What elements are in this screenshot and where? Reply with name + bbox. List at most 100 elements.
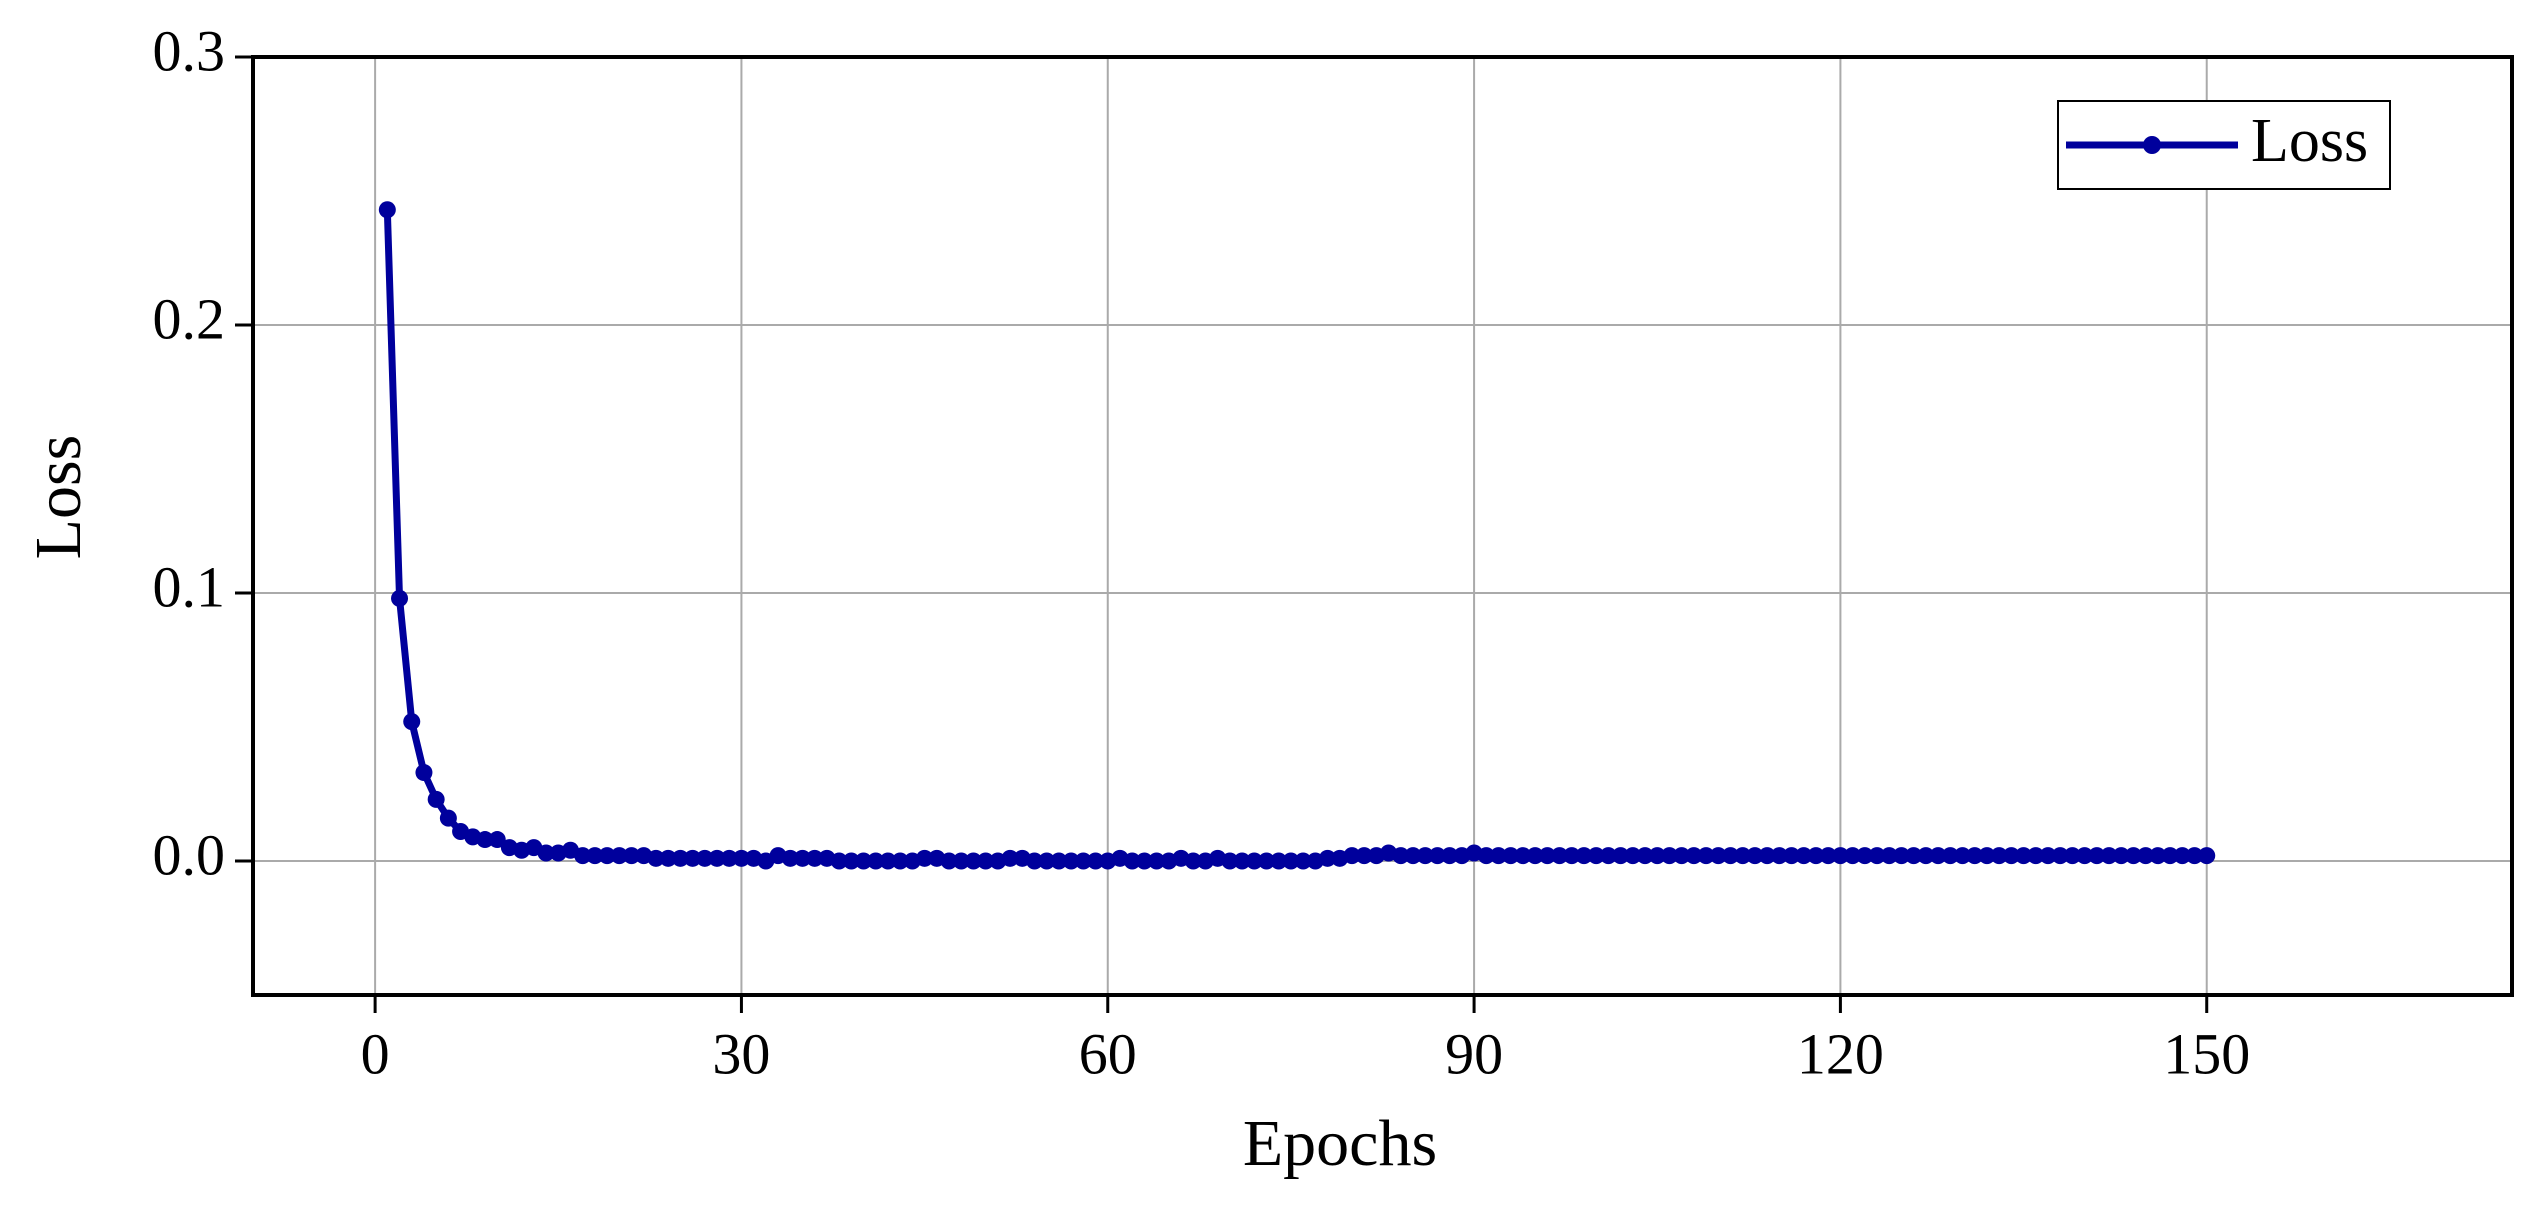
data-point (2198, 847, 2216, 865)
data-point (2173, 847, 2191, 865)
data-point (1954, 847, 1972, 865)
data-point (1648, 847, 1666, 865)
data-point (708, 849, 726, 867)
data-point (940, 852, 958, 870)
data-point (2088, 847, 2106, 865)
data-point (2161, 847, 2179, 865)
x-tick-label: 30 (712, 1021, 770, 1086)
data-point (574, 847, 592, 865)
data-point (403, 713, 421, 731)
legend-label: Loss (2251, 107, 2368, 175)
data-point (378, 201, 396, 219)
data-point (1001, 849, 1019, 867)
data-point (842, 852, 860, 870)
data-point (623, 847, 641, 865)
data-point (1441, 847, 1459, 865)
data-point (1722, 847, 1740, 865)
data-point (1526, 847, 1544, 865)
data-point (720, 849, 738, 867)
data-point (2112, 847, 2130, 865)
data-point (2076, 847, 2094, 865)
data-point (1612, 847, 1630, 865)
data-point (2063, 847, 2081, 865)
data-point (855, 852, 873, 870)
data-point (1819, 847, 1837, 865)
data-point (1746, 847, 1764, 865)
data-point (696, 849, 714, 867)
data-point (781, 849, 799, 867)
y-axis-title: Loss (22, 435, 95, 560)
data-point (1563, 847, 1581, 865)
y-tick-label: 0.0 (153, 822, 226, 887)
data-point (1868, 847, 1886, 865)
data-point (1734, 847, 1752, 865)
data-point (891, 852, 909, 870)
data-point (1355, 847, 1373, 865)
data-point (1294, 852, 1312, 870)
x-tick-label: 150 (2163, 1021, 2250, 1086)
data-point (647, 849, 665, 867)
legend-marker (2143, 136, 2161, 154)
data-point (793, 849, 811, 867)
data-point (1966, 847, 1984, 865)
data-point (1062, 852, 1080, 870)
data-point (1636, 847, 1654, 865)
data-point (1795, 847, 1813, 865)
data-point (1123, 852, 1141, 870)
data-point (391, 589, 409, 607)
data-point (977, 852, 995, 870)
data-point (732, 849, 750, 867)
data-point (1502, 847, 1520, 865)
data-point (1990, 847, 2008, 865)
x-tick-label: 120 (1797, 1021, 1884, 1086)
data-point (598, 847, 616, 865)
data-point (1416, 847, 1434, 865)
data-point (1404, 847, 1422, 865)
data-point (1697, 847, 1715, 865)
data-point (439, 809, 457, 827)
data-point (488, 831, 506, 849)
data-point (684, 849, 702, 867)
plot-frame (251, 55, 2514, 997)
data-point (1941, 847, 1959, 865)
data-point (1184, 852, 1202, 870)
data-point (1624, 847, 1642, 865)
data-point (806, 849, 824, 867)
data-point (1880, 847, 1898, 865)
data-point (2015, 847, 2033, 865)
data-point (879, 852, 897, 870)
data-point (1038, 852, 1056, 870)
data-point (1148, 852, 1166, 870)
x-tick-label: 90 (1445, 1021, 1503, 1086)
data-point (537, 844, 555, 862)
data-point (2186, 847, 2204, 865)
data-point (2002, 847, 2020, 865)
data-point (1831, 847, 1849, 865)
data-point (1087, 852, 1105, 870)
data-point (1221, 852, 1239, 870)
data-point (1477, 847, 1495, 865)
data-point (1770, 847, 1788, 865)
data-point (2100, 847, 2118, 865)
data-point (1551, 847, 1569, 865)
data-point (671, 849, 689, 867)
x-tick-label: 0 (361, 1021, 390, 1086)
data-point (2039, 847, 2057, 865)
data-point (610, 847, 628, 865)
data-point (1343, 847, 1361, 865)
data-point (1905, 847, 1923, 865)
data-point (1929, 847, 1947, 865)
data-point (1978, 847, 1996, 865)
data-point (1050, 852, 1068, 870)
data-point (964, 852, 982, 870)
data-point (1282, 852, 1300, 870)
data-point (2027, 847, 2045, 865)
data-point (1673, 847, 1691, 865)
data-point (952, 852, 970, 870)
data-point (830, 852, 848, 870)
data-point (2124, 847, 2142, 865)
data-point (1428, 847, 1446, 865)
data-point (1844, 847, 1862, 865)
data-point (1892, 847, 1910, 865)
data-point (1807, 847, 1825, 865)
